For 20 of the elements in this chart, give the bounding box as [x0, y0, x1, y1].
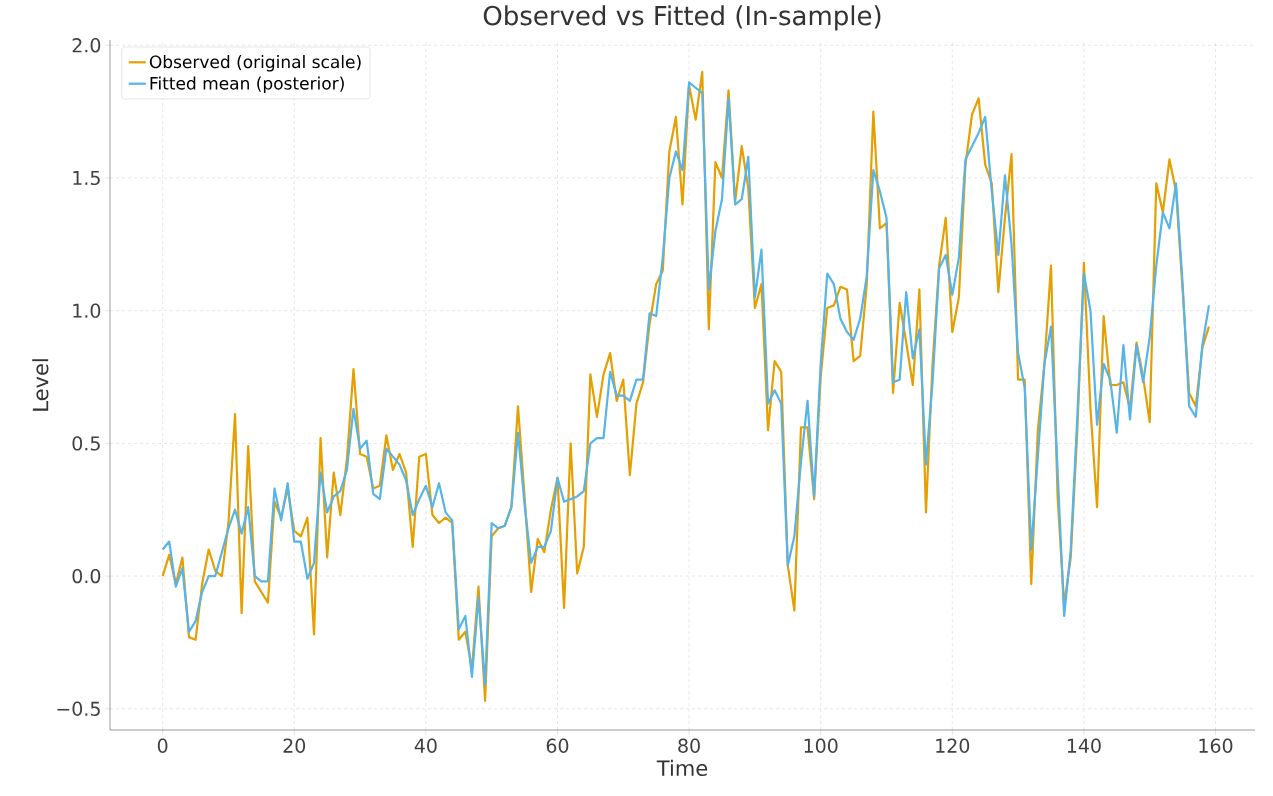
y-tick-label: 1.5 — [73, 170, 100, 186]
x-tick-label: 140 — [1067, 738, 1101, 753]
x-tick-label: 160 — [1199, 738, 1233, 753]
y-axis-title: Level — [32, 359, 49, 411]
y-tick-label: 2.0 — [72, 38, 101, 53]
x-tick-label: 0 — [157, 738, 168, 753]
x-axis-title: Time — [656, 759, 708, 777]
y-tick-label: −0.5 — [57, 701, 100, 716]
chart-title: Observed vs Fitted (In-sample) — [483, 5, 881, 31]
x-tick-label: 80 — [678, 738, 700, 753]
x-tick-label: 100 — [804, 738, 838, 753]
y-tick-label: 0.0 — [72, 568, 101, 584]
legend-label: Observed (original scale) — [149, 55, 361, 72]
x-tick-label: 40 — [414, 738, 437, 753]
x-tick-label: 20 — [283, 738, 306, 753]
y-tick-label: 1.0 — [73, 303, 101, 318]
x-tick-label: 60 — [546, 738, 569, 753]
y-tick-label: 0.5 — [72, 436, 100, 451]
x-tick-label: 120 — [936, 738, 970, 753]
legend-label: Fitted mean (posterior) — [150, 76, 344, 93]
